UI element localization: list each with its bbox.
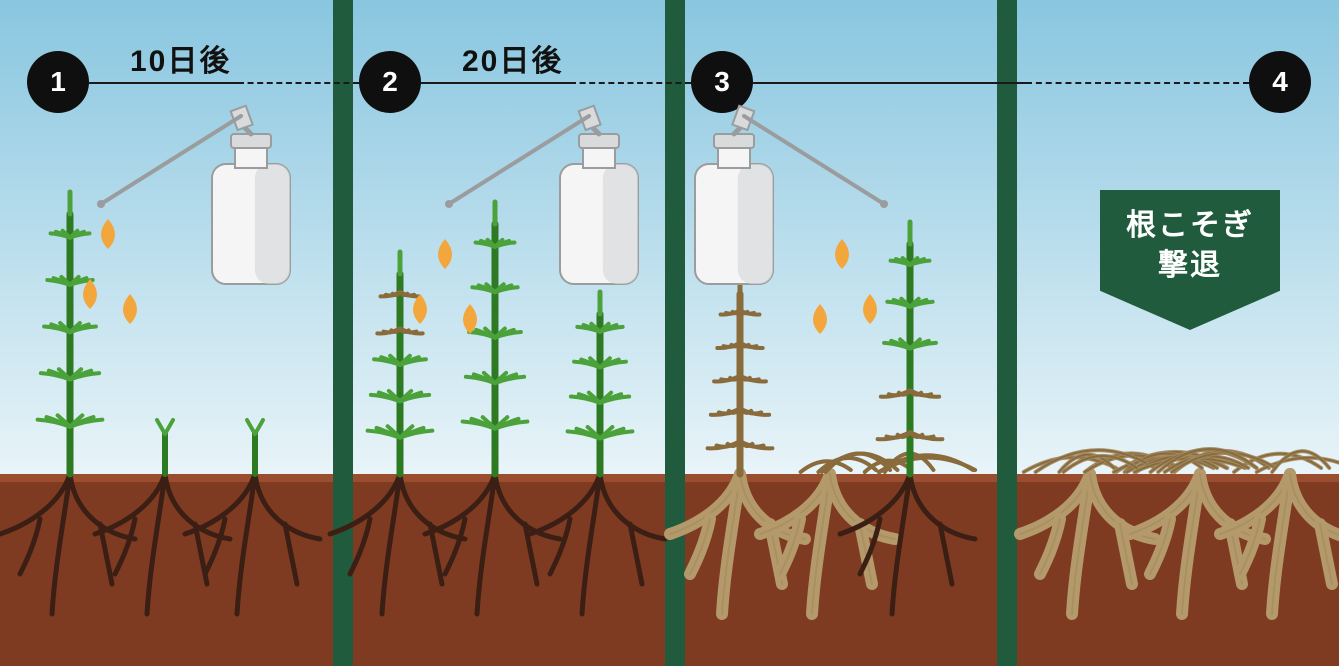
- spray-drop-icon: [101, 219, 115, 249]
- sprayer-icon: [83, 106, 290, 324]
- plant: [157, 420, 173, 474]
- plant: [801, 454, 975, 472]
- plant: [247, 420, 263, 474]
- root-system: [330, 474, 465, 614]
- sprayer-icon: [695, 106, 888, 334]
- root-system: [95, 474, 230, 614]
- root-system: [0, 474, 135, 614]
- root-system: [530, 474, 665, 614]
- spray-drop-icon: [863, 294, 877, 324]
- root-system: [425, 474, 560, 614]
- spray-drop-icon: [835, 239, 849, 269]
- plant: [708, 272, 773, 474]
- plant: [1024, 450, 1228, 472]
- plant: [568, 292, 633, 474]
- plant: [368, 252, 433, 474]
- root-system: [185, 474, 320, 614]
- spray-drop-icon: [83, 279, 97, 309]
- spray-drop-icon: [413, 294, 427, 324]
- plant: [878, 222, 943, 474]
- spray-drop-icon: [438, 239, 452, 269]
- scene-layer: [0, 0, 1339, 666]
- infographic-stage: 123410日後20日後根こそぎ撃退: [0, 0, 1339, 666]
- plant: [38, 192, 103, 474]
- spray-drop-icon: [123, 294, 137, 324]
- spray-drop-icon: [813, 304, 827, 334]
- plant: [463, 202, 528, 474]
- root-system: [670, 474, 805, 614]
- sprayer-icon: [413, 106, 638, 334]
- root-system: [1020, 474, 1155, 614]
